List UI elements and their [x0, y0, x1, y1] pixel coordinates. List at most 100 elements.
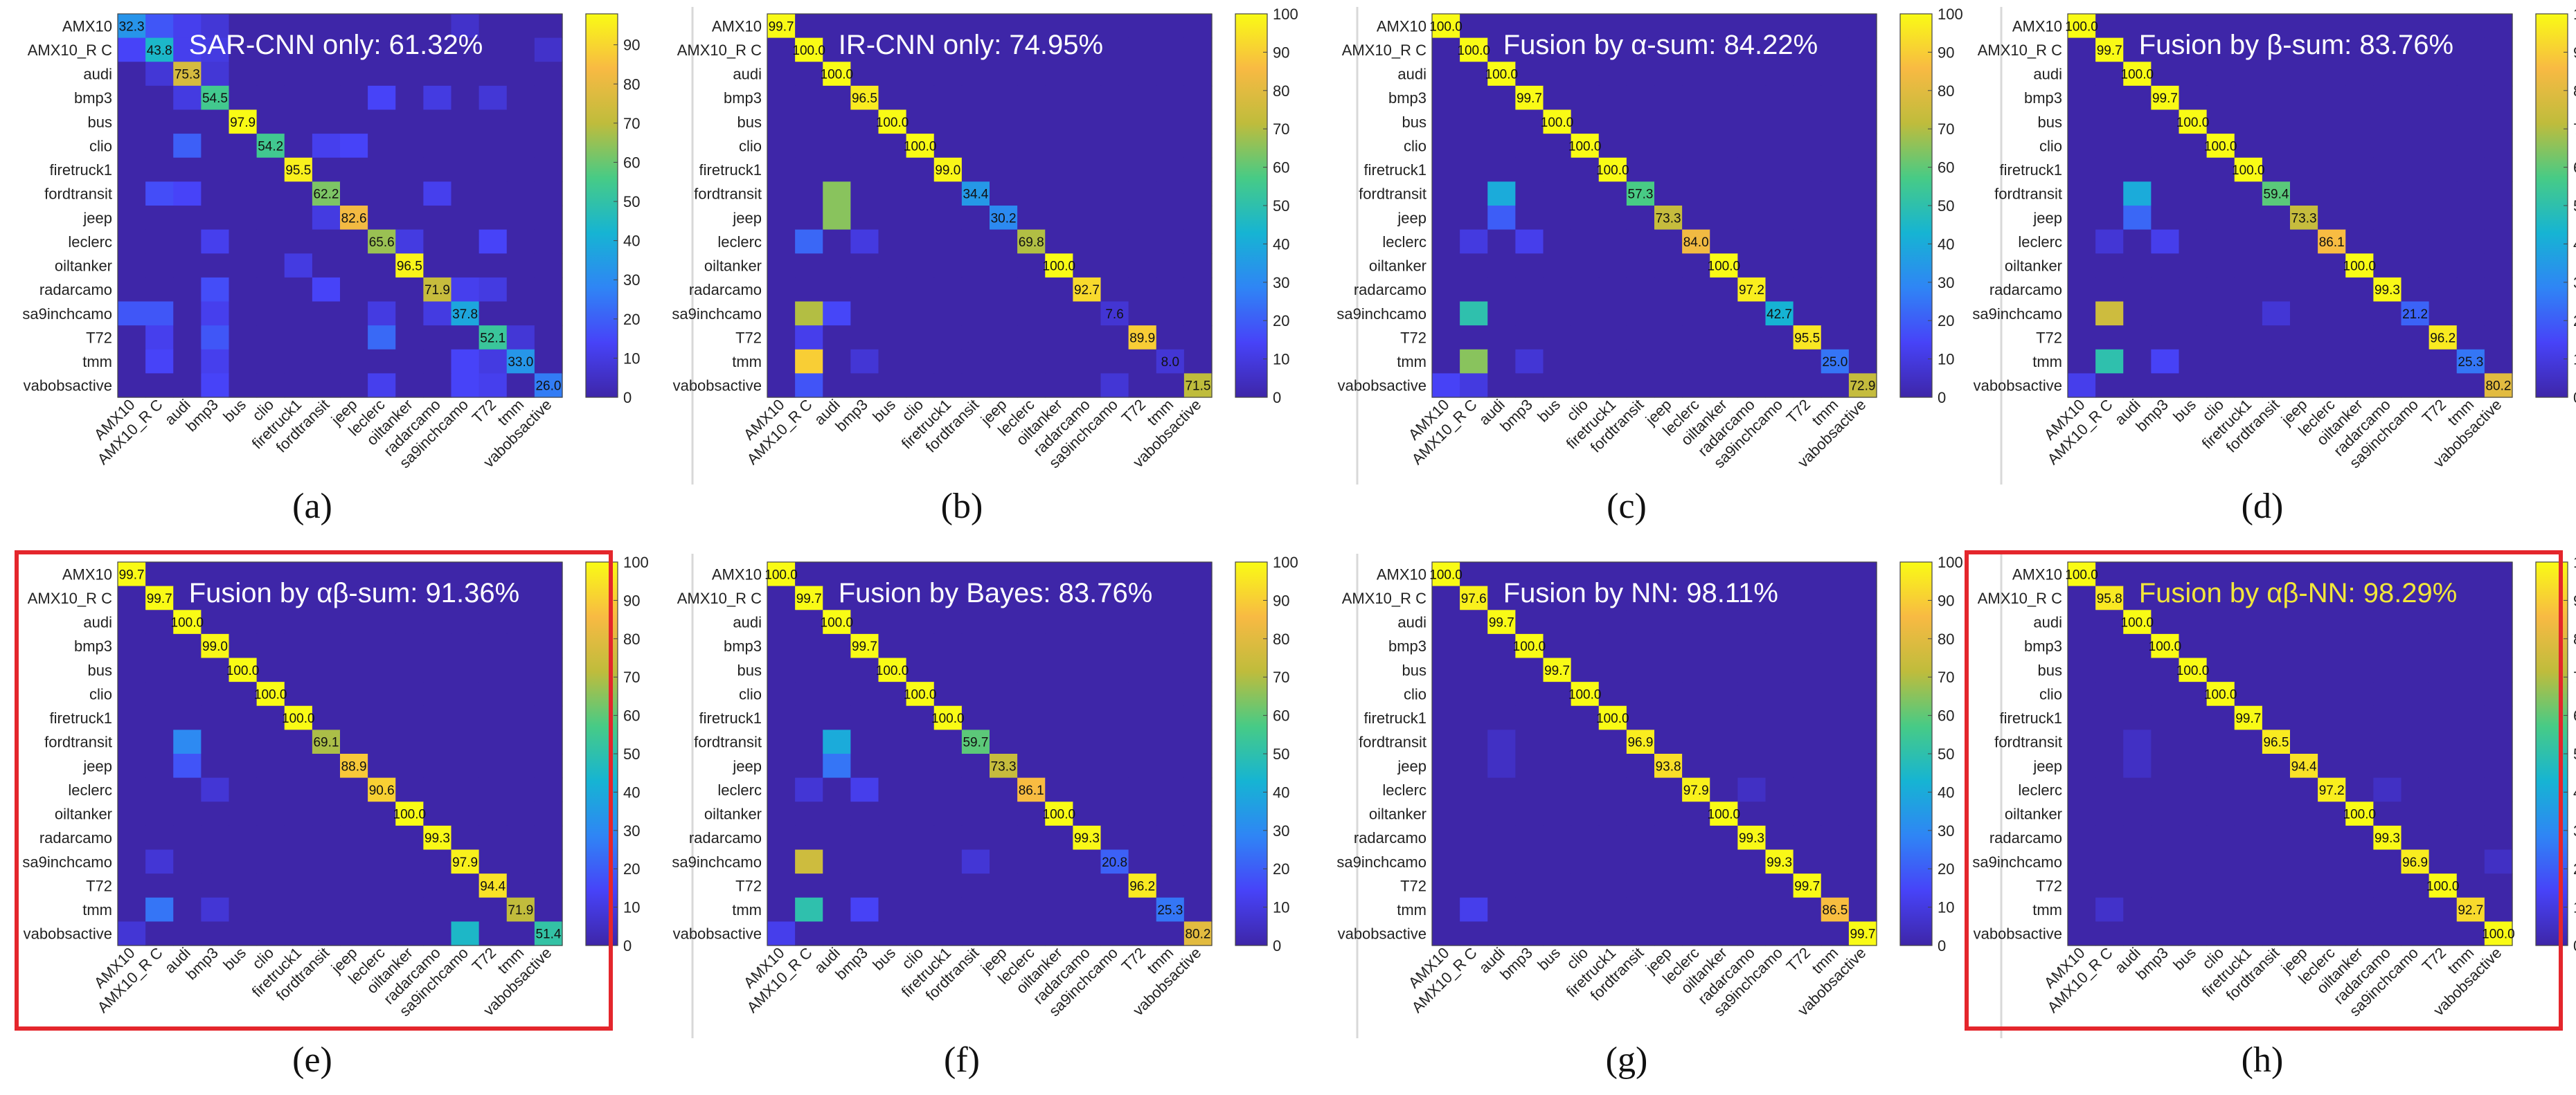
y-tick-label: sa9inchcamo [22, 305, 112, 323]
x-tick-label: T72 [1783, 944, 1814, 975]
y-tick-label: AMX10 [62, 565, 112, 583]
heatmap-cell [1682, 37, 1710, 62]
heatmap-cell [1710, 14, 1738, 39]
heatmap-cell [2373, 586, 2402, 610]
heatmap-cell [2151, 206, 2180, 230]
heatmap-cell [823, 373, 851, 398]
heatmap-cell [2456, 754, 2485, 779]
x-tick-label: bus [1534, 396, 1564, 426]
heatmap-cell [1073, 633, 1102, 659]
heatmap-cell [451, 301, 480, 326]
heatmap-cell [2318, 874, 2346, 898]
heatmap-cell [1183, 37, 1213, 62]
heatmap-cell [2234, 37, 2263, 62]
heatmap-cell [2484, 754, 2513, 779]
heatmap-cell [201, 802, 230, 826]
heatmap-cell [990, 229, 1018, 254]
diagonal-value-label: 73.3 [2291, 211, 2317, 226]
heatmap-cell [2456, 373, 2485, 398]
heatmap-cell [1183, 134, 1213, 159]
heatmap-cell [506, 134, 535, 159]
heatmap-cell [1654, 277, 1683, 302]
heatmap-cell [2484, 301, 2513, 326]
heatmap-cell [2068, 277, 2096, 302]
heatmap-cell [1515, 181, 1544, 206]
colorbar-tick-label: 100 [1938, 554, 1963, 571]
heatmap-cell [1156, 682, 1185, 707]
heatmap-cell [1737, 157, 1766, 182]
heatmap-cell [368, 349, 396, 374]
heatmap-cell [173, 109, 202, 134]
heatmap-cell [451, 682, 480, 707]
heatmap-cell [2345, 682, 2374, 707]
heatmap-cell [1017, 134, 1046, 159]
heatmap-cell [340, 373, 368, 398]
heatmap-cell [1682, 562, 1710, 587]
heatmap-cell [1017, 897, 1046, 922]
heatmap-cell [1793, 825, 1822, 851]
heatmap-cell [1737, 633, 1766, 659]
heatmap-cell [256, 921, 285, 946]
heatmap-cell [823, 730, 851, 754]
heatmap-cell [284, 849, 313, 874]
heatmap-cell [1793, 14, 1822, 39]
heatmap-cell [2429, 874, 2458, 898]
heatmap-cell [312, 610, 341, 635]
heatmap-cell [1571, 206, 1600, 230]
heatmap-cell [118, 921, 146, 946]
heatmap-cell [1073, 325, 1102, 350]
heatmap-cell [795, 777, 823, 802]
heatmap-cell [2123, 586, 2152, 610]
heatmap-cell [1682, 730, 1710, 754]
heatmap-cell [451, 37, 480, 62]
heatmap-cell [933, 373, 963, 398]
diagonal-value-label: 100.0 [2482, 927, 2515, 942]
heatmap-cell [395, 874, 424, 898]
heatmap-cell [2429, 277, 2458, 302]
diagonal-value-label: 99.3 [1766, 856, 1792, 870]
heatmap-cell [1848, 62, 1877, 87]
heatmap-cell [118, 14, 146, 39]
heatmap-cell [229, 754, 258, 779]
heatmap-cell [878, 373, 907, 398]
heatmap-cell [2179, 825, 2208, 851]
heatmap-cell [1100, 206, 1129, 230]
heatmap-cell [1682, 85, 1710, 111]
heatmap-cell [1460, 157, 1488, 182]
heatmap-cell [451, 849, 480, 874]
y-tick-label: jeep [2032, 209, 2062, 226]
heatmap-cell [1571, 325, 1600, 350]
heatmap-cell [1460, 586, 1488, 610]
heatmap-cell [395, 730, 424, 754]
diagonal-value-label: 100.0 [931, 712, 965, 726]
heatmap-cell [2179, 229, 2208, 254]
heatmap-cell [961, 301, 990, 326]
colorbar-tick-label: 20 [1273, 312, 1289, 329]
heatmap-cell [1515, 682, 1544, 707]
heatmap-cell [767, 610, 796, 635]
y-tick-label: bmp3 [74, 637, 112, 655]
heatmap-cell [2345, 301, 2374, 326]
heatmap-cell [2456, 62, 2485, 87]
heatmap-cell [229, 277, 258, 302]
heatmap-cell [2095, 85, 2124, 111]
diagonal-value-label: 97.9 [230, 116, 256, 130]
heatmap-cell [1626, 754, 1655, 779]
heatmap-cell [2373, 85, 2402, 111]
diagonal-value-label: 100.0 [904, 139, 937, 154]
heatmap-cell [2068, 206, 2096, 230]
heatmap-cell [2373, 14, 2402, 39]
heatmap-cell [1128, 921, 1157, 946]
colorbar-tick-label: 10 [1273, 899, 1289, 916]
heatmap-cell [2456, 586, 2485, 610]
heatmap-cell [961, 229, 990, 254]
heatmap-cell [201, 85, 230, 111]
heatmap-cell [1793, 157, 1822, 182]
heatmap-cell [1654, 85, 1683, 111]
heatmap-cell [118, 802, 146, 826]
heatmap-cell [1626, 14, 1655, 39]
heatmap-cell [1073, 825, 1102, 851]
heatmap-cell [1848, 754, 1877, 779]
diagonal-value-label: 100.0 [1596, 163, 1629, 178]
heatmap-cell [2345, 373, 2374, 398]
